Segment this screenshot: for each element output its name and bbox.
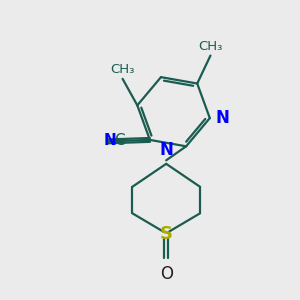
Text: O: O [160,266,173,284]
Text: N: N [103,133,116,148]
Text: CH₃: CH₃ [198,40,223,53]
Text: CH₃: CH₃ [110,64,135,76]
Text: C: C [114,133,125,148]
Text: S: S [160,225,173,243]
Text: N: N [215,109,229,127]
Text: N: N [159,141,173,159]
